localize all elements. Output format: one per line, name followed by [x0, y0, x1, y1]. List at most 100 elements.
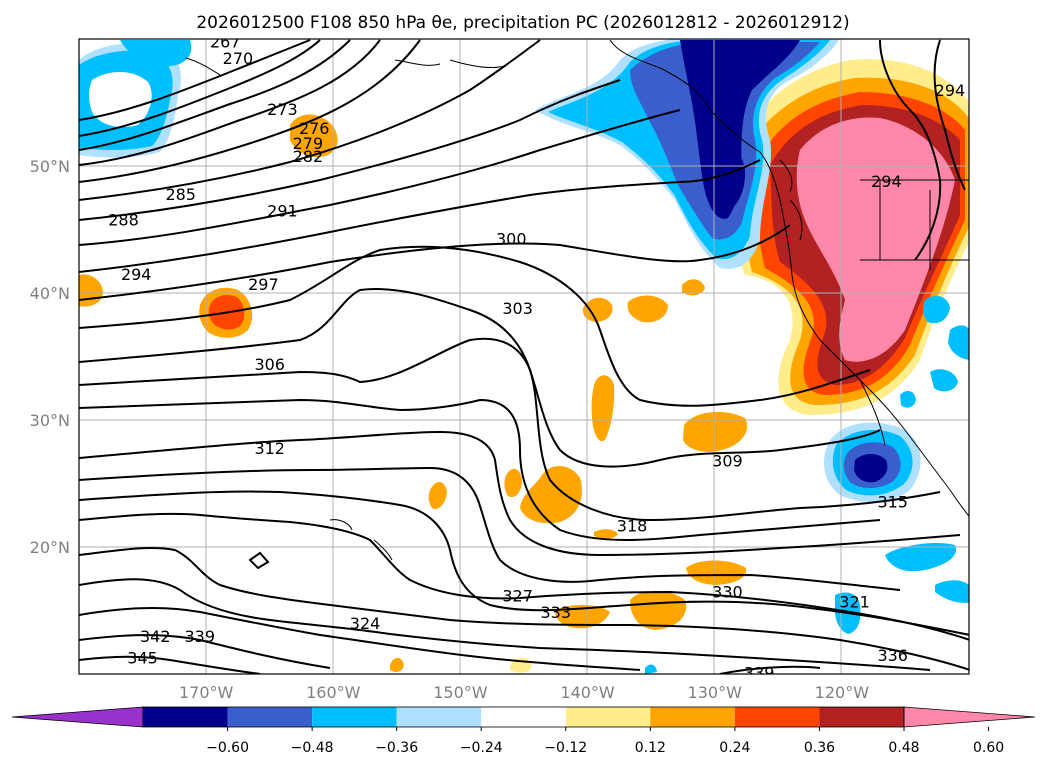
precip-cell-30n-129w: [683, 411, 748, 452]
colorbar-box: [143, 707, 228, 727]
contour-label: 288: [108, 210, 139, 229]
colorbar-box: [650, 707, 735, 727]
contour-label: 294: [121, 265, 152, 284]
precip-cell-24n-142w: [520, 466, 582, 524]
contour-label: 297: [248, 275, 279, 294]
colorbar-tick-label: 0.24: [719, 740, 750, 756]
colorbar-outline: [142, 706, 905, 728]
precip-cell-12n-163w: [390, 657, 404, 673]
contour-label: 339: [185, 627, 216, 646]
colorbar-extend-max: [903, 706, 1036, 728]
colorbar-box: [734, 707, 820, 727]
contour-label: 279: [293, 134, 324, 153]
contour-label: 273: [267, 100, 298, 119]
precip-cell-24n-145w: [504, 468, 522, 498]
precipitation-shading: [79, 39, 969, 674]
colorbar-box: [819, 707, 904, 727]
contour-label: 321: [839, 593, 870, 612]
contour-label: 312: [254, 439, 285, 458]
x-tick-label: 130°W: [688, 683, 743, 702]
x-tick-label: 120°W: [815, 683, 870, 702]
x-tick-label: 160°W: [306, 683, 361, 702]
colorbar-tick-label: −0.36: [375, 740, 418, 756]
contour-label: 267: [210, 33, 241, 52]
precip-cell-24n-149w: [428, 481, 447, 510]
contour-label: 294: [871, 172, 902, 191]
colorbar-box: [312, 707, 397, 727]
precip-cell-40n-131w: [682, 279, 705, 296]
precip-cell-36n-110w: [948, 325, 969, 360]
contour-label: 282: [293, 147, 324, 166]
colorbar-boxes: [11, 706, 1036, 728]
theta-e-contours: [79, 39, 969, 674]
precip-ak-bc-navy-2: [708, 146, 746, 213]
precip-bering-top: [120, 40, 192, 66]
colorbar-tick-label: 0.36: [804, 740, 835, 756]
precip-cell-17n-129w: [686, 560, 747, 585]
y-axis-tick-labels: 20°N 30°N 40°N 50°N: [30, 157, 70, 557]
chart-title: 2026012500 F108 850 hPa θe, precipitatio…: [196, 13, 849, 33]
contour-label: 300: [496, 229, 527, 248]
colorbar-tick-labels: −0.60 −0.48 −0.36 −0.24 −0.12 0.12 0.24 0.36 0.4…: [206, 727, 1004, 756]
precip-cell-36n-112w: [923, 295, 950, 324]
y-tick-label: 50°N: [30, 157, 70, 176]
y-tick-label: 20°N: [30, 538, 70, 557]
precip-cell-15n-140w: [555, 604, 610, 629]
precip-cell-16n-110w: [935, 580, 969, 603]
colorbar-tick-label: −0.12: [544, 740, 587, 756]
x-axis-tick-labels: 170°W 160°W 150°W 140°W 130°W 120°W: [179, 683, 869, 702]
contour-label: 291: [267, 201, 298, 220]
contour-label: 330: [712, 582, 743, 601]
contour-label: 303: [502, 299, 533, 318]
contour-label: 324: [350, 614, 381, 633]
colorbar-tick-label: −0.24: [460, 740, 503, 756]
map-frame: [78, 38, 970, 675]
precip-cell-26n-119w-core: [854, 454, 888, 483]
graticule: [79, 39, 969, 674]
precip-bering-hole: [89, 71, 152, 128]
colorbar-box: [396, 707, 482, 727]
x-tick-label: 150°W: [433, 683, 488, 702]
colorbar-tick-label: 0.48: [888, 740, 919, 756]
contour-label: 327: [502, 586, 533, 605]
contour-label: 285: [165, 185, 196, 204]
colorbar-box: [227, 707, 313, 727]
precip-cell-32n-114w: [930, 369, 958, 392]
precip-cell-21n-137w: [594, 529, 618, 539]
colorbar-tick-label: −0.60: [206, 740, 249, 756]
colorbar-box: [565, 707, 651, 727]
precip-cell-20n-115w: [885, 543, 957, 572]
contour-label: 294: [935, 81, 966, 100]
x-tick-label: 140°W: [560, 683, 615, 702]
precip-cell-39n-140w: [582, 297, 613, 322]
y-tick-label: 30°N: [30, 411, 70, 430]
contour-label: 336: [877, 646, 908, 665]
precip-cell-30n-115w: [900, 390, 916, 408]
precip-cell-11n-127w: [645, 664, 657, 674]
colorbar-box: [481, 707, 566, 727]
precip-cell-32n-140w: [591, 375, 615, 442]
colorbar-extend-min: [11, 706, 144, 728]
contour-label: 342: [140, 627, 171, 646]
contour-label: 333: [541, 603, 572, 622]
colorbar-tick-label: 0.60: [973, 740, 1004, 756]
contour-label: 270: [223, 49, 254, 68]
contour-label: 318: [617, 516, 648, 535]
contour-label: 339: [744, 664, 775, 683]
precip-cell-39n-135w: [627, 295, 668, 323]
precip-cell-15n-135w: [630, 591, 687, 630]
contour-label: 276: [299, 119, 330, 138]
y-tick-label: 40°N: [30, 284, 70, 303]
x-tick-label: 170°W: [179, 683, 234, 702]
contour-label: 345: [127, 648, 158, 667]
colorbar-tick-label: −0.48: [291, 740, 334, 756]
colorbar: −0.60 −0.48 −0.36 −0.24 −0.12 0.12 0.24 0.36 0.4…: [11, 706, 1036, 756]
contour-label: 306: [254, 355, 285, 374]
contour-label: 315: [877, 492, 908, 511]
contour-label: 309: [712, 452, 743, 471]
colorbar-tick-label: 0.12: [635, 740, 666, 756]
precip-west-us-pink: [796, 117, 955, 362]
